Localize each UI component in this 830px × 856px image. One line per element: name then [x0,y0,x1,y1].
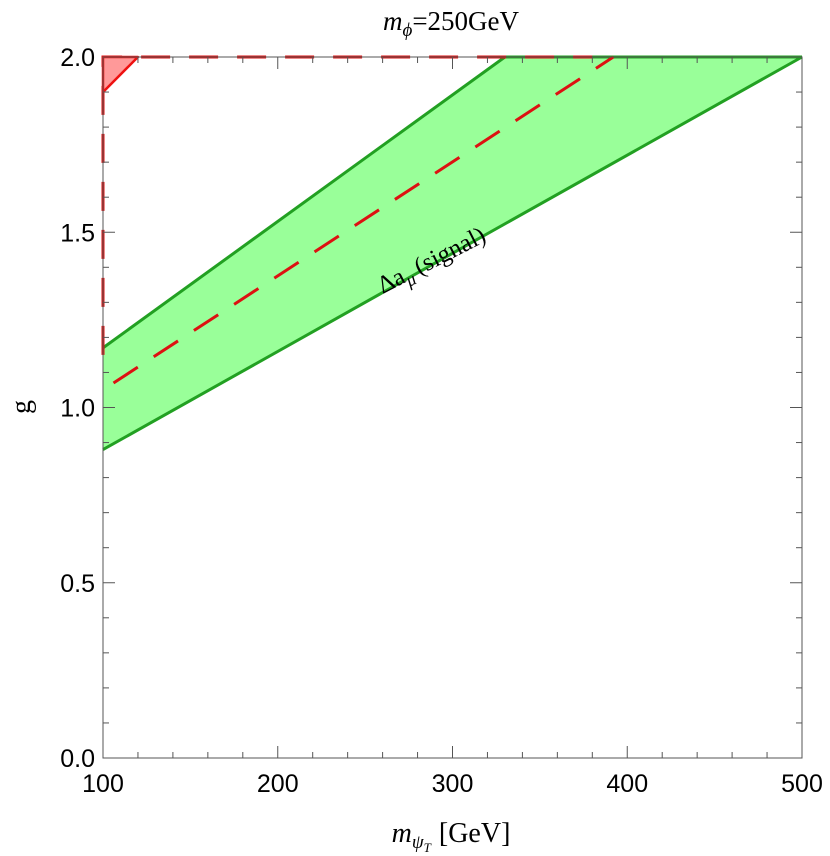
title-text: 250GeV [428,6,520,36]
title-equals: = [412,6,427,36]
tick-labels: 100 200 300 400 500 0.0 0.5 1.0 1.5 2.0 [60,44,823,798]
x-axis-subsubscript: T [424,840,432,855]
y-axis-label: g [6,400,37,414]
x-tick-label-2: 300 [432,770,474,798]
band-lower-edge-0 [102,55,803,451]
chart-title: mϕ=250GeV [383,6,520,41]
x-axis-subscript: ψ [412,832,425,853]
x-axis-unit: [GeV] [439,818,511,849]
x-tick-label-4: 500 [781,770,823,798]
dashed-line-1 [112,55,615,385]
y-tick-label-2: 1.0 [60,395,95,423]
x-axis-symbol: m [392,818,412,849]
plot-frame [102,56,803,759]
title-subscript: ϕ [402,20,412,41]
title-symbol: m [383,6,403,36]
x-tick-label-0: 100 [82,770,124,798]
x-tick-label-1: 200 [257,770,299,798]
y-tick-label-3: 1.5 [60,219,95,247]
y-tick-label-4: 2.0 [60,44,95,72]
region-3 [101,55,140,94]
x-axis-label: mψT [GeV] [392,818,511,855]
x-tick-label-3: 400 [606,770,648,798]
y-tick-label-1: 0.5 [60,570,95,598]
y-tick-label-0: 0.0 [60,745,95,773]
